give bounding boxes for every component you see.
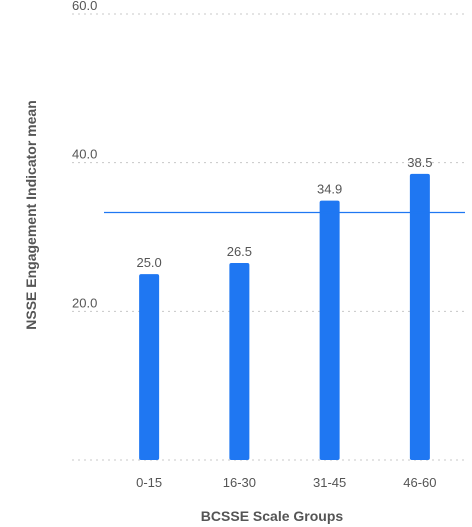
bars <box>139 173 430 461</box>
x-tick-label: 16-30 <box>223 475 256 490</box>
y-tick-label: 20.0 <box>72 295 97 310</box>
data-label: 34.9 <box>317 182 342 197</box>
x-tick-label: 46-60 <box>403 475 436 490</box>
data-label: 26.5 <box>227 244 252 259</box>
bar-31-45 <box>319 200 340 460</box>
bar-16-30 <box>229 263 250 460</box>
y-tick-labels: 20.0 40.0 60.0 <box>72 0 97 310</box>
data-label: 38.5 <box>407 155 432 170</box>
x-tick-label: 0-15 <box>136 475 162 490</box>
x-tick-label: 31-45 <box>313 475 346 490</box>
bar-0-15 <box>139 274 160 460</box>
data-label: 25.0 <box>136 255 161 270</box>
data-labels: 25.0 26.5 34.9 38.5 <box>136 155 432 270</box>
y-axis-title: NSSE Engagement Indicator mean <box>23 100 39 330</box>
y-tick-label: 40.0 <box>72 147 97 162</box>
x-axis-title: BCSSE Scale Groups <box>201 508 344 524</box>
y-tick-label: 60.0 <box>72 0 97 13</box>
gridlines <box>72 13 465 461</box>
bar-46-60 <box>409 173 430 461</box>
x-tick-labels: 0-15 16-30 31-45 46-60 <box>136 475 436 490</box>
